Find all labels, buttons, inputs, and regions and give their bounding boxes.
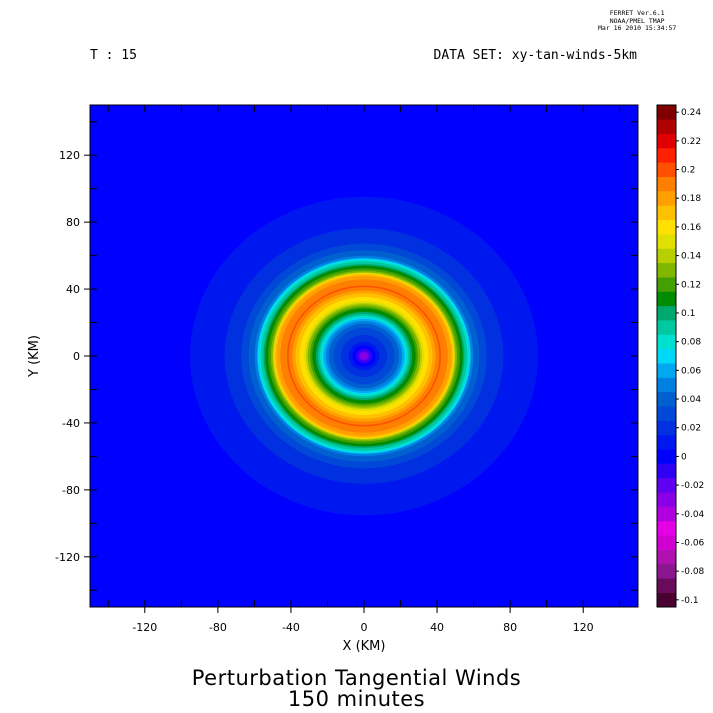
axes: -120 -80 -40 0 40 80 120 -120 -80 -40 0 40 80 120: [55, 105, 638, 634]
colorbar-swatch: [657, 420, 676, 436]
colorbar-swatch: [657, 363, 676, 378]
colorbar-swatch: [657, 205, 676, 221]
colorbar-swatch: [657, 434, 676, 450]
colorbar-swatch: [657, 234, 676, 249]
colorbar-swatch: [657, 377, 676, 393]
colorbar-swatch: [657, 162, 676, 178]
dataset-label: DATA SET: xy-tan-winds-5km: [433, 48, 638, 63]
ferret-line-2: NOAA/PMEL TMAP: [609, 16, 665, 25]
colorbar-tick-label: 0.06: [681, 366, 701, 376]
x-tick-label: 0: [361, 621, 368, 634]
colorbar-tick-label: 0.18: [681, 194, 701, 204]
colorbar-swatch: [657, 449, 676, 464]
x-tick-label: 40: [430, 621, 444, 634]
colorbar-tick-label: 0.1: [681, 309, 695, 319]
colorbar-legend: -0.1 -0.08 -0.06 -0.04 -0.02 0 0.02 0.04 0.06 0.0…: [656, 104, 705, 608]
colorbar-swatch: [657, 305, 676, 321]
x-tick-label: -40: [282, 621, 300, 634]
y-tick-label: -120: [55, 551, 80, 564]
chart-title: Perturbation Tangential Winds: [191, 666, 522, 690]
colorbar-swatch: [657, 348, 676, 364]
ferret-line-1: FERRET Ver.6.1: [609, 9, 665, 17]
colorbar-swatch: [657, 463, 676, 479]
y-tick-label: 0: [73, 350, 80, 363]
colorbar-swatch: [657, 578, 676, 593]
colorbar-tick-label: -0.08: [681, 567, 705, 577]
y-tick-label: 120: [59, 149, 80, 162]
colorbar-swatch: [657, 291, 676, 307]
colorbar-frame: [656, 104, 677, 608]
colorbar-swatch: [657, 176, 676, 192]
colorbar-swatch: [657, 191, 676, 206]
colorbar-swatch: [657, 148, 676, 163]
colorbar-swatch: [657, 506, 676, 522]
ferret-line-3: Mar 16 2010 15:34:57: [598, 24, 677, 32]
colorbar-tick-label: 0.08: [681, 338, 701, 348]
x-axis-label: X (KM): [343, 639, 386, 654]
ferret-version-stamp: FERRET Ver.6.1 NOAA/PMEL TMAP Mar 16 201…: [598, 9, 677, 33]
colorbar-tick-label: 0.12: [681, 280, 701, 290]
plot-area: [90, 105, 638, 607]
colorbar-tick-label: 0: [681, 452, 687, 462]
colorbar-swatch: [657, 119, 676, 134]
colorbar-tick-label: 0.14: [681, 252, 701, 262]
colorbar-tick-label: -0.04: [681, 510, 705, 520]
colorbar-tick-label: 0.22: [681, 137, 701, 147]
y-tick-label: 40: [66, 283, 80, 296]
x-tick-label: 80: [503, 621, 517, 634]
y-tick-label: -40: [62, 417, 80, 430]
colorbar-tick-label: -0.02: [681, 481, 704, 491]
y-axis-label: Y (KM): [27, 335, 42, 378]
colorbar-tick-label: 0.2: [681, 166, 695, 176]
colorbar-swatch: [657, 262, 676, 278]
colorbar-swatch: [657, 535, 676, 550]
colorbar-swatch: [657, 133, 676, 149]
y-tick-label: 80: [66, 216, 80, 229]
colorbar-swatch: [657, 277, 676, 292]
time-step-label: T : 15: [90, 48, 137, 63]
y-tick-label: -80: [62, 484, 80, 497]
colorbar-swatch: [657, 219, 676, 235]
colorbar-tick-label: -0.06: [681, 538, 705, 548]
colorbar-swatch: [657, 320, 676, 335]
x-tick-label: -80: [209, 621, 227, 634]
colorbar-tick-label: 0.02: [681, 424, 701, 434]
colorbar-tick-label: 0.04: [681, 395, 701, 405]
colorbar-swatch: [657, 592, 676, 608]
colorbar-swatch: [657, 492, 676, 507]
chart-title-block: Perturbation Tangential Winds 150 minute…: [0, 668, 713, 710]
chart-subtitle: 150 minutes: [287, 687, 426, 711]
colorbar-swatch: [657, 563, 676, 579]
center-minimum: [359, 352, 369, 360]
x-tick-label: 120: [573, 621, 594, 634]
colorbar-swatch: [657, 248, 676, 264]
colorbar-swatch: [657, 520, 676, 536]
colorbar-swatch: [657, 334, 676, 350]
colorbar-tick-label: 0.24: [681, 108, 701, 118]
colorbar-swatch: [657, 391, 676, 407]
colorbar-swatch: [657, 549, 676, 565]
colorbar-tick-label: 0.16: [681, 223, 701, 233]
colorbar-swatch: [657, 406, 676, 421]
colorbar-swatch: [657, 477, 676, 493]
colorbar-tick-label: -0.1: [681, 596, 699, 606]
x-tick-label: -120: [132, 621, 157, 634]
colorbar-swatch: [657, 105, 676, 120]
